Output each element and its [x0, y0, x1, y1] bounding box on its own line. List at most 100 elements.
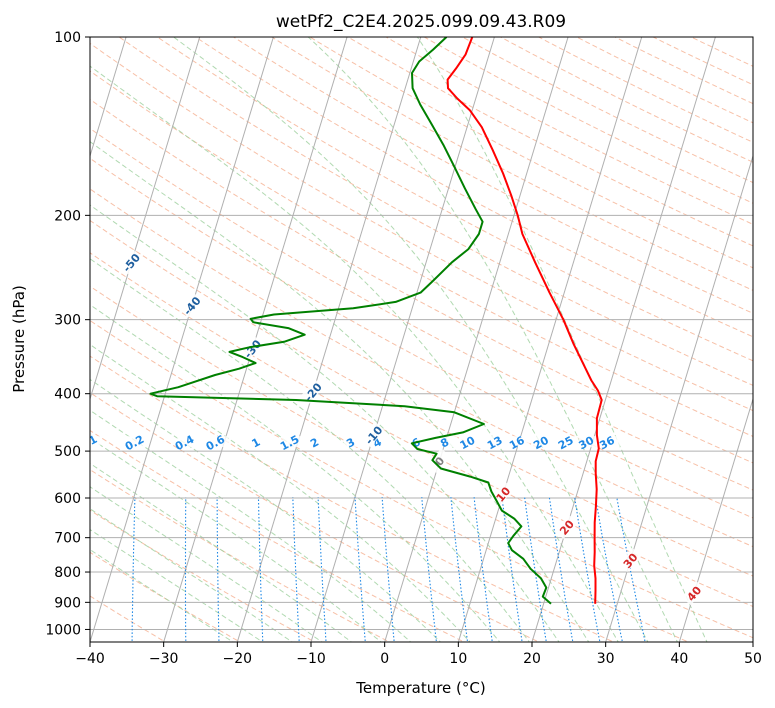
isotherm-line — [90, 37, 274, 642]
x-tick-label: −20 — [223, 651, 253, 667]
y-tick-label: 900 — [54, 595, 81, 611]
mixing-ratio-label: 30 — [577, 434, 597, 453]
isotherm-label-bg — [427, 448, 451, 473]
moist-adiabat-line — [307, 37, 678, 642]
x-axis-title: Temperature (°C) — [355, 679, 485, 697]
dry-adiabat-line — [194, 37, 753, 338]
mixing-ratio-line — [381, 497, 395, 642]
mixing-ratio-label-bg — [437, 436, 458, 448]
isotherm-label-bg — [681, 580, 705, 606]
mixing-ratio-label: 13 — [485, 434, 505, 453]
dry-adiabat-line — [90, 127, 753, 491]
mixing-ratio-label-bg — [533, 436, 554, 448]
dry-adiabat-line — [90, 42, 753, 412]
mixing-ratio-label-bg — [127, 436, 148, 448]
profile-lines — [149, 37, 603, 605]
isotherm-line — [236, 37, 422, 642]
dry-adiabat-line — [90, 70, 753, 437]
dry-adiabat-line — [156, 37, 753, 362]
isotherm-label-bg — [300, 379, 324, 404]
x-tick-label: −30 — [149, 651, 179, 667]
mixing-ratio-label-bg — [599, 436, 620, 448]
mixing-ratio-line — [354, 497, 366, 642]
moist-adiabat-line — [90, 258, 531, 642]
x-tick-label: −10 — [296, 651, 326, 667]
mixing-ratio-label: 25 — [556, 434, 576, 453]
mixing-ratio-line — [524, 497, 547, 642]
chart-title: wetPf2_C2E4.2025.099.09.43.R09 — [276, 12, 566, 32]
y-tick-label: 700 — [54, 531, 81, 547]
isotherm-label-bg — [617, 547, 642, 573]
y-tick-label: 1000 — [45, 622, 81, 638]
mixing-ratio-line — [131, 497, 136, 642]
mixing-ratio-line — [421, 497, 437, 642]
x-tick-label: 10 — [449, 651, 467, 667]
dry-adiabat-line — [308, 37, 753, 269]
x-tick-label: −40 — [75, 651, 105, 667]
mixing-ratio-line — [548, 497, 574, 642]
dry-adiabat-line — [90, 219, 753, 577]
isotherm-line — [531, 37, 716, 642]
x-tick-label: 20 — [523, 651, 541, 667]
mixing-ratio-label: 10 — [458, 434, 478, 453]
mixing-ratio-label-bg — [558, 436, 579, 448]
x-tick-label: 40 — [670, 651, 688, 667]
mixing-ratio-line — [501, 497, 523, 642]
mixing-ratio-line — [317, 497, 327, 642]
dry-adiabat-line — [347, 37, 753, 247]
mixing-ratio-line — [594, 497, 623, 642]
isotherm-line — [457, 37, 643, 642]
dry-adiabat-line — [270, 37, 753, 291]
mixing-ratio-label-bg — [248, 436, 269, 448]
x-tick-label: 30 — [597, 651, 615, 667]
mixing-ratio-label-bg — [208, 436, 229, 448]
mixing-ratio-label-bg — [282, 436, 303, 448]
mixing-ratio-label-bg — [509, 436, 530, 448]
mixing-ratio-line — [292, 497, 300, 642]
dewpoint-profile-line — [149, 37, 552, 605]
mixing-ratio-label-bg — [579, 436, 600, 448]
y-tick-label: 600 — [54, 491, 81, 507]
isotherm-line — [90, 37, 127, 158]
y-tick-label: 200 — [54, 208, 81, 224]
y-tick-label: 500 — [54, 444, 81, 460]
moist-adiabat-line — [90, 462, 353, 642]
isotherm-line — [310, 37, 495, 642]
isotherm-line — [605, 154, 753, 642]
mixing-ratio-line — [473, 497, 493, 642]
temperature-profile-line — [446, 37, 603, 604]
mixing-ratio-label-bg — [460, 436, 481, 448]
x-tick-label: 50 — [744, 651, 762, 667]
isotherm-line — [163, 37, 348, 642]
dry-adiabat-line — [90, 157, 753, 519]
dry-adiabat-line — [90, 285, 753, 639]
moist-adiabat-line — [416, 37, 708, 642]
mixing-ratio-line — [574, 497, 601, 642]
mixing-ratio-line — [216, 497, 220, 642]
mixing-ratio-line — [450, 497, 469, 642]
mixing-ratio-line — [257, 497, 264, 642]
isotherm-line — [678, 397, 753, 642]
dry-adiabat-line — [537, 37, 753, 143]
mixing-ratio-label-bg — [177, 436, 198, 448]
isotherm-label-bg — [361, 422, 385, 447]
dry-adiabat-line — [499, 37, 753, 163]
y-tick-label: 400 — [54, 387, 81, 403]
mixing-ratio-label-bg — [90, 436, 101, 448]
y-axis-title: Pressure (hPa) — [10, 285, 28, 393]
dry-adiabat-line — [90, 188, 753, 548]
mixing-ratio-label-bg — [487, 436, 508, 448]
mixing-ratio-label-bg — [343, 436, 364, 448]
dry-adiabat-line — [90, 392, 541, 642]
isotherm-label-bg — [240, 335, 264, 361]
isotherm-label-bg — [179, 292, 203, 318]
x-tick-label: 0 — [380, 651, 389, 667]
y-tick-label: 800 — [54, 565, 81, 581]
dry-adiabat-line — [118, 37, 753, 386]
mixing-ratio-label: 36 — [597, 434, 617, 453]
mixing-ratio-label: 16 — [507, 434, 527, 453]
mixing-ratio-label-bg — [307, 436, 328, 448]
y-tick-label: 100 — [54, 30, 81, 46]
